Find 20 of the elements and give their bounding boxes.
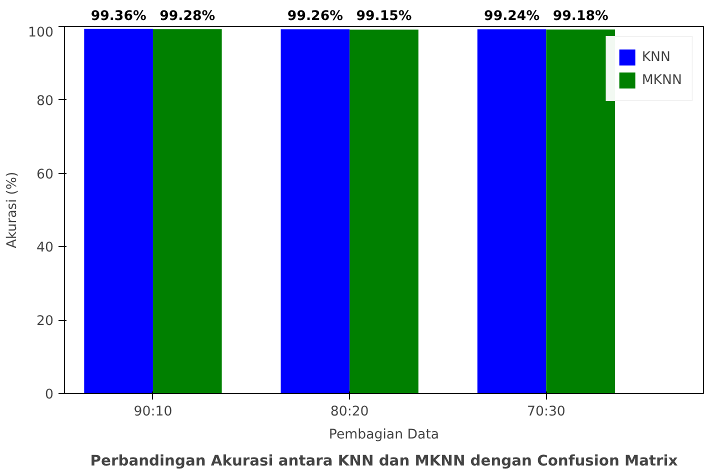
y-tick-label: 80: [36, 94, 54, 109]
y-tick-label: 100: [28, 26, 54, 40]
data-label: 99.36%: [90, 8, 146, 24]
y-tick-label: 0: [45, 388, 54, 402]
legend-label: KNN: [642, 50, 670, 64]
x-tick-label: 90:10: [134, 404, 172, 420]
y-tick-label: 60: [36, 167, 54, 182]
x-axis-title: Pembagian Data: [328, 428, 440, 442]
data-label: 99.26%: [287, 8, 343, 24]
y-tick-label: 40: [36, 240, 54, 256]
data-label: 99.28%: [160, 8, 216, 24]
text: Perbandingan Akurasi antara KNN dan MKNN dengan Confusion Matrix: [90, 452, 678, 470]
data-label: 99.24%: [484, 8, 540, 24]
data-label: 99.15%: [356, 8, 412, 24]
y-axis-title: Akurasi (%): [5, 172, 20, 248]
x-tick-label: 80:20: [330, 404, 369, 420]
data-label: 99.18%: [552, 8, 608, 24]
y-tick-label: 20: [36, 314, 54, 330]
x-tick-label: 70:30: [527, 404, 566, 420]
legend-label: MKNN: [642, 72, 682, 88]
